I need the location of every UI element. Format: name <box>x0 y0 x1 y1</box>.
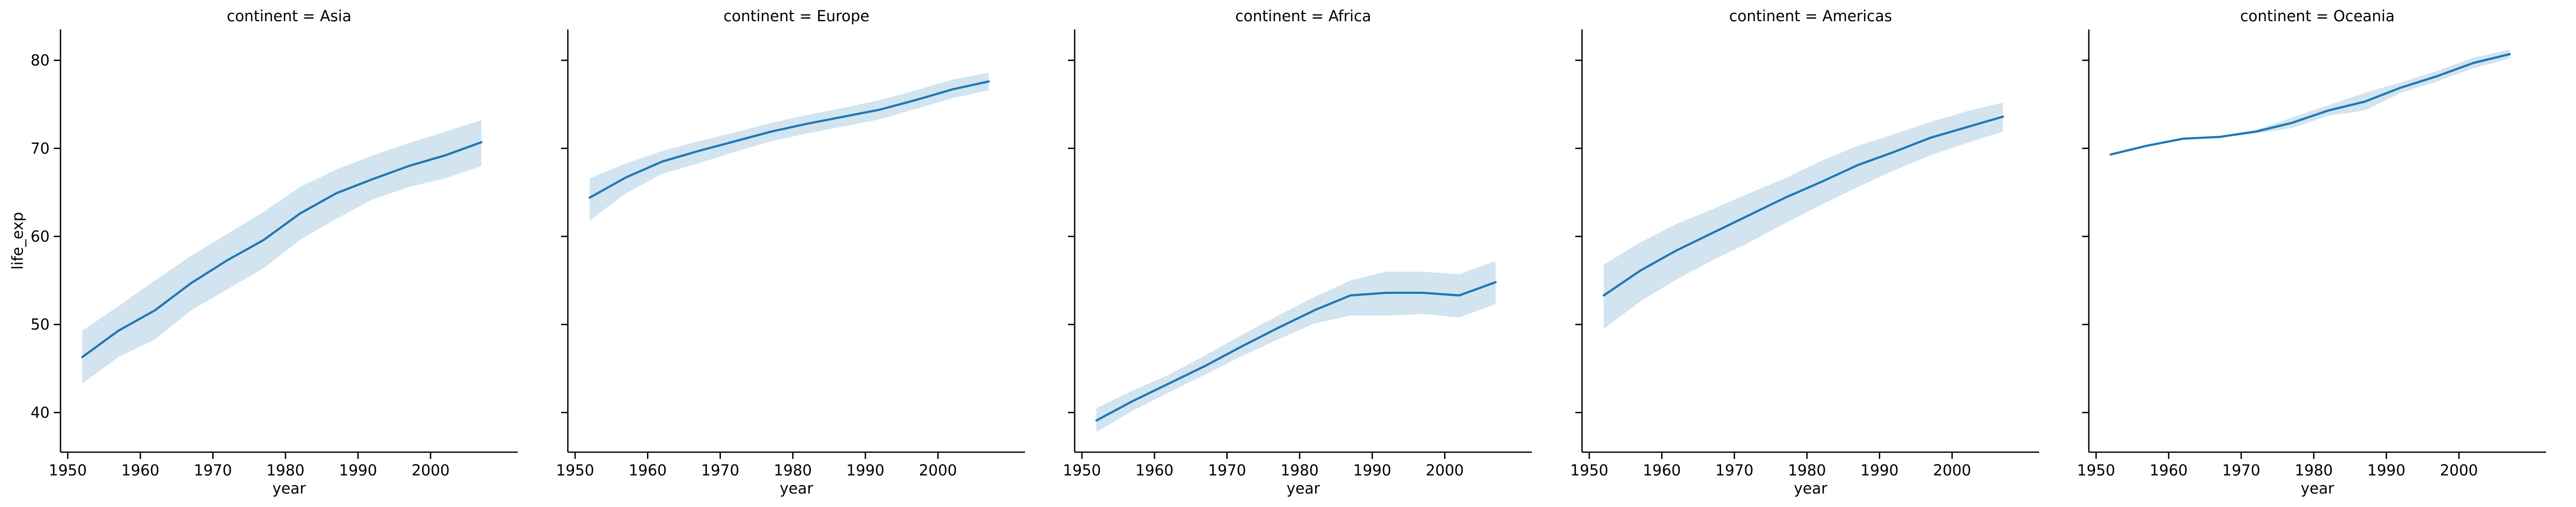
x-tick-label: 1960 <box>1643 461 1681 479</box>
confidence-band <box>590 72 989 221</box>
panel-title: continent = Americas <box>1729 7 1892 25</box>
y-axis-title: life_exp <box>9 212 26 270</box>
panel-title: continent = Africa <box>1236 7 1372 25</box>
panel-title: continent = Asia <box>227 7 352 25</box>
x-axis-title: year <box>1287 480 1320 497</box>
x-tick-label: 2000 <box>1933 461 1971 479</box>
x-tick-label: 1990 <box>2367 461 2405 479</box>
x-tick-label: 1950 <box>2077 461 2115 479</box>
facet-panel-europe: 1950 1960 1970 1980 1990 2000 year continent = … <box>556 7 1025 497</box>
x-tick-label: 1970 <box>194 461 232 479</box>
y-tick-label: 80 <box>31 52 50 69</box>
x-tick-label: 1960 <box>1135 461 1173 479</box>
mean-line <box>588 80 990 199</box>
x-tick-label: 1950 <box>49 461 87 479</box>
x-axis-title: year <box>2301 480 2334 497</box>
confidence-band <box>2111 50 2510 156</box>
facet-panel-asia: 40 50 60 70 80 1950 1960 1970 1980 1990 2000 year co… <box>31 7 518 497</box>
panel-title: continent = Oceania <box>2240 7 2395 25</box>
confidence-band <box>1096 261 1496 432</box>
x-tick-label: 2000 <box>1426 461 1464 479</box>
facet-panel-africa: 1950 1960 1970 1980 1990 2000 year continent = … <box>1063 7 1532 497</box>
mean-line <box>81 141 483 359</box>
x-tick-label: 1980 <box>2295 461 2333 479</box>
x-tick-label: 1980 <box>266 461 305 479</box>
x-tick-label: 1980 <box>1281 461 1319 479</box>
x-axis-title: year <box>780 480 814 497</box>
x-tick-label: 1970 <box>1208 461 1246 479</box>
y-tick-label: 50 <box>31 316 50 333</box>
x-tick-label: 1960 <box>628 461 667 479</box>
x-tick-label: 1990 <box>846 461 884 479</box>
x-tick-label: 1970 <box>701 461 740 479</box>
x-tick-label: 1960 <box>2149 461 2188 479</box>
x-tick-label: 1950 <box>556 461 594 479</box>
x-tick-label: 1970 <box>2222 461 2261 479</box>
x-tick-label: 1950 <box>1063 461 1101 479</box>
facet-panel-americas: 1950 1960 1970 1980 1990 2000 year continent = … <box>1570 7 2039 497</box>
confidence-band <box>1604 102 2003 329</box>
x-axis-title: year <box>1794 480 1828 497</box>
x-tick-label: 1990 <box>1860 461 1899 479</box>
x-tick-label: 2000 <box>919 461 957 479</box>
x-tick-label: 1960 <box>121 461 159 479</box>
x-tick-label: 1990 <box>339 461 377 479</box>
mean-line <box>2110 53 2511 156</box>
mean-line <box>1095 281 1497 422</box>
x-tick-label: 2000 <box>412 461 450 479</box>
x-tick-label: 1980 <box>774 461 812 479</box>
x-tick-label: 2000 <box>2440 461 2478 479</box>
x-tick-label: 1980 <box>1788 461 1826 479</box>
panel-title: continent = Europe <box>724 7 869 25</box>
x-tick-label: 1990 <box>1353 461 1391 479</box>
x-axis-title: year <box>273 480 306 497</box>
y-tick-label: 70 <box>31 140 50 157</box>
x-tick-label: 1970 <box>1715 461 1754 479</box>
facet-panel-oceania: 1950 1960 1970 1980 1990 2000 year continent = … <box>2077 7 2546 497</box>
mean-line <box>1603 115 2004 297</box>
x-tick-label: 1950 <box>1570 461 1608 479</box>
y-tick-label: 40 <box>31 404 50 421</box>
confidence-band <box>82 120 481 384</box>
y-tick-label: 60 <box>31 228 50 245</box>
